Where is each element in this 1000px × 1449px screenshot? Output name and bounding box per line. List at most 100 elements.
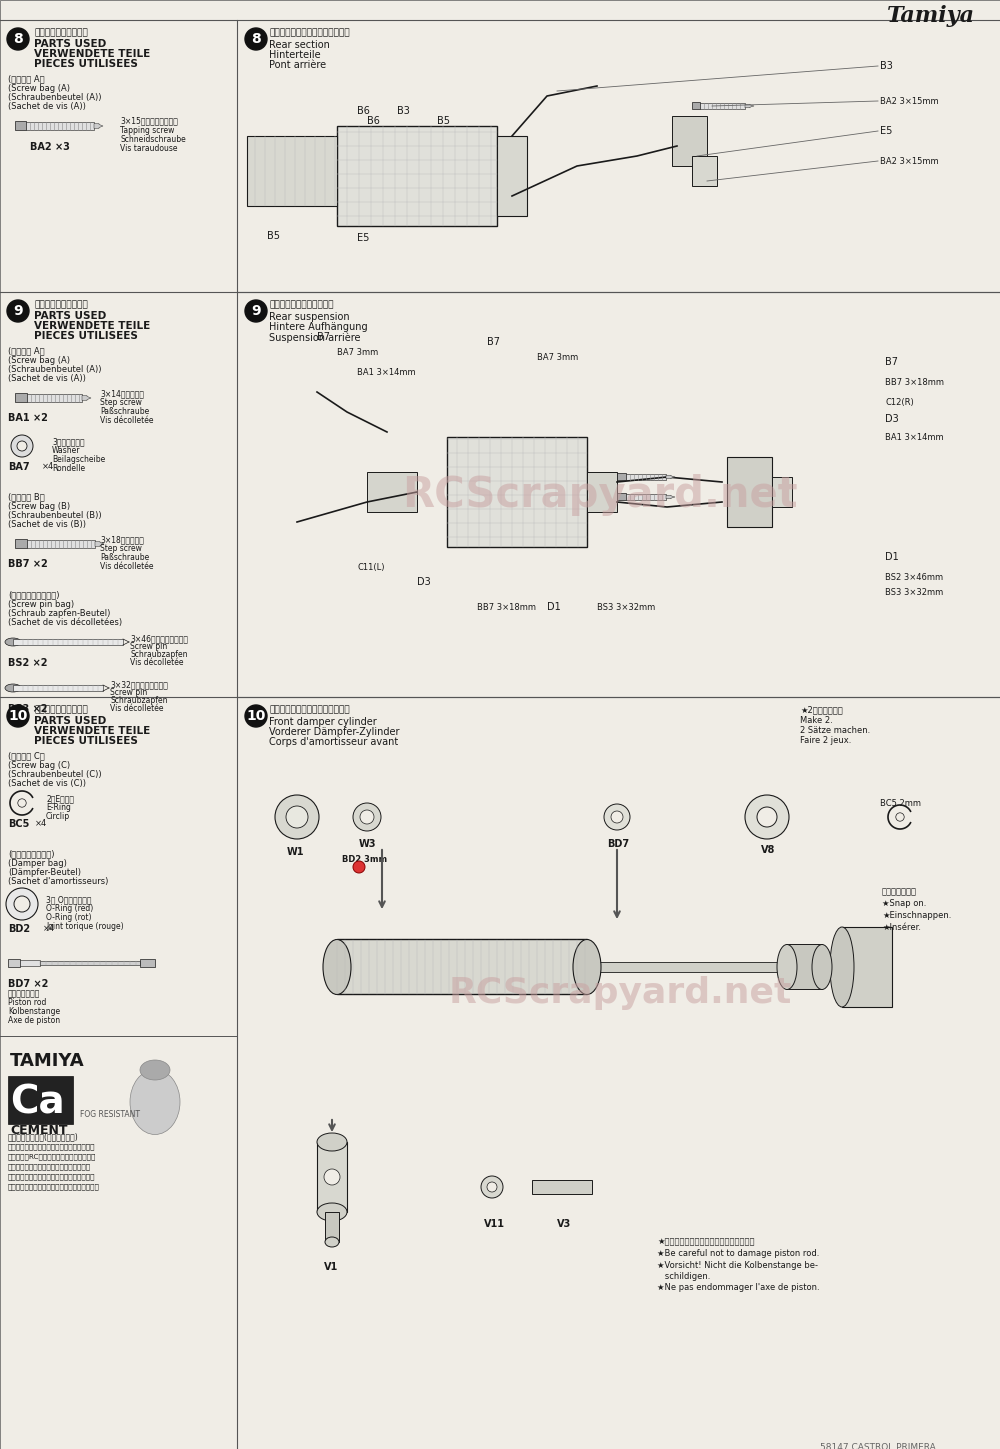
Text: O-Ring (red): O-Ring (red) [46,904,93,913]
Bar [325,1211,339,1242]
Text: (ビス袋詰 C）: (ビス袋詰 C） [8,751,45,759]
Circle shape [7,300,29,322]
Circle shape [353,861,365,872]
Text: Beilagscheibe: Beilagscheibe [52,455,105,464]
Ellipse shape [604,804,630,830]
Text: 3㎜ワッシャー: 3㎜ワッシャー [52,438,85,446]
Text: BA1 3×14mm: BA1 3×14mm [357,368,416,377]
Text: ★Ne pas endommager l'axe de piston.: ★Ne pas endommager l'axe de piston. [657,1282,820,1293]
Bar [8,959,20,966]
Text: Ca: Ca [10,1084,65,1122]
Text: 9: 9 [13,304,23,317]
Bar [692,101,700,109]
Bar [617,472,626,480]
Text: BA2 ×3: BA2 ×3 [30,142,70,152]
Bar [20,961,40,966]
FancyArrow shape [82,396,91,400]
Ellipse shape [353,803,381,830]
Text: (Screw bag (B): (Screw bag (B) [8,501,70,511]
Ellipse shape [830,927,854,1007]
Text: Hinterteile: Hinterteile [269,51,321,59]
Text: BC5 2mm: BC5 2mm [880,798,921,809]
Text: (Schraubenbeutel (B)): (Schraubenbeutel (B)) [8,511,102,520]
Bar [772,477,792,507]
Circle shape [896,813,904,822]
Text: プラスチックはもちろん、金属やメッキパー: プラスチックはもちろん、金属やメッキパー [8,1143,96,1149]
Text: BA2 3×15mm: BA2 3×15mm [880,156,939,165]
Text: Screw pin: Screw pin [110,688,147,697]
Bar [26,122,94,130]
Text: Washer: Washer [52,446,81,455]
Text: Piston rod: Piston rod [8,998,46,1007]
Text: ★Snap on.: ★Snap on. [882,898,926,909]
Text: Step screw: Step screw [100,543,142,554]
Text: (Schraubenbeutel (A)): (Schraubenbeutel (A)) [8,365,102,374]
Ellipse shape [360,810,374,824]
Text: 〈リヤアームのとりつけ〉: 〈リヤアームのとりつけ〉 [269,300,334,309]
Text: (ビス袋詰 A）: (ビス袋詰 A） [8,74,45,83]
Text: ×4: ×4 [35,819,47,827]
Text: B6: B6 [357,106,370,116]
Text: 8: 8 [251,32,261,46]
Text: 3×46㎜スクリューピン: 3×46㎜スクリューピン [130,635,188,643]
Bar [15,393,27,401]
Text: (Sachet de vis décolletées): (Sachet de vis décolletées) [8,619,122,627]
Bar [447,438,587,548]
Text: PIECES UTILISEES: PIECES UTILISEES [34,736,138,746]
Bar [626,494,666,500]
Circle shape [18,798,26,807]
Text: B6: B6 [367,116,380,126]
Text: (Sachet de vis (A)): (Sachet de vis (A)) [8,101,86,112]
Circle shape [7,28,29,51]
Text: Joint torique (rouge): Joint torique (rouge) [46,922,124,932]
Text: BD7 ×2: BD7 ×2 [8,980,48,990]
Circle shape [757,807,777,827]
Text: V11: V11 [484,1219,505,1229]
Bar [617,493,626,500]
Bar [727,456,772,527]
Text: 〈使用する小物金具〉: 〈使用する小物金具〉 [34,28,88,38]
Bar [626,474,666,480]
Ellipse shape [140,1061,170,1080]
Text: TAMIYA: TAMIYA [10,1052,85,1069]
Text: Schraubzapfen: Schraubzapfen [130,651,188,659]
Text: Vorderer Dämpfer-Zylinder: Vorderer Dämpfer-Zylinder [269,727,400,738]
Text: schildigen.: schildigen. [657,1272,710,1281]
Text: (Screw pin bag): (Screw pin bag) [8,600,74,609]
Text: BC5: BC5 [8,819,29,829]
Text: 〈使用する小物金具〉: 〈使用する小物金具〉 [34,706,88,714]
Text: BA1 3×14mm: BA1 3×14mm [885,432,944,442]
Text: 8: 8 [13,32,23,46]
Text: Tamiya: Tamiya [887,4,975,28]
Text: E5: E5 [357,233,369,243]
Circle shape [245,300,267,322]
Text: (ビス袋詰 B）: (ビス袋詰 B） [8,493,45,501]
Bar [367,472,417,511]
Text: (ビス袋詰 A）: (ビス袋詰 A） [8,346,45,355]
Ellipse shape [573,939,601,994]
Text: (Screw bag (A): (Screw bag (A) [8,356,70,365]
Text: D3: D3 [885,414,899,425]
Text: タミヤ瞬間接着剤(非白化タイプ): タミヤ瞬間接着剤(非白化タイプ) [8,1132,79,1140]
Ellipse shape [611,811,623,823]
FancyArrow shape [94,123,103,129]
Bar [317,1142,347,1211]
Text: C11(L): C11(L) [357,562,385,571]
Text: BD7: BD7 [607,839,629,849]
Text: PARTS USED: PARTS USED [34,39,106,49]
Text: 58147 CASTROL PRIMERA: 58147 CASTROL PRIMERA [820,1443,936,1449]
Circle shape [745,796,789,839]
Text: BS2 ×2: BS2 ×2 [8,658,48,668]
Text: ★2個作ります。: ★2個作ります。 [800,706,843,714]
Text: RCScrapyard.net: RCScrapyard.net [402,474,798,516]
Text: ★Insérer.: ★Insérer. [882,923,921,932]
Bar [15,122,26,130]
FancyArrow shape [745,104,754,107]
Bar [27,394,82,401]
Text: ★Be careful not to damage piston rod.: ★Be careful not to damage piston rod. [657,1249,819,1258]
Bar [672,116,707,167]
Text: Axe de piston: Axe de piston [8,1016,60,1024]
Text: (Sachet de vis (A)): (Sachet de vis (A)) [8,374,86,383]
Ellipse shape [5,684,21,693]
Text: Vis décolletée: Vis décolletée [110,704,164,713]
